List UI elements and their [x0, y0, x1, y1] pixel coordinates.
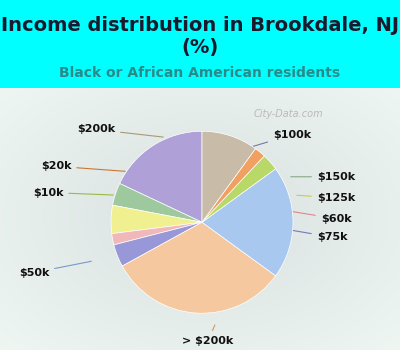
Wedge shape [202, 169, 293, 276]
Text: $60k: $60k [291, 211, 351, 224]
Text: > $200k: > $200k [182, 325, 234, 346]
Wedge shape [202, 149, 264, 222]
Wedge shape [112, 222, 202, 245]
Text: $75k: $75k [281, 229, 347, 242]
Text: $200k: $200k [77, 125, 163, 137]
Wedge shape [120, 131, 202, 222]
Wedge shape [122, 222, 276, 313]
Text: Income distribution in Brookdale, NJ
(%): Income distribution in Brookdale, NJ (%) [1, 16, 399, 57]
Text: Black or African American residents: Black or African American residents [60, 66, 340, 80]
Wedge shape [202, 131, 256, 222]
Text: $50k: $50k [19, 261, 91, 278]
Wedge shape [113, 183, 202, 222]
Wedge shape [202, 156, 276, 222]
Wedge shape [111, 205, 202, 234]
Text: $20k: $20k [41, 161, 125, 171]
Text: City-Data.com: City-Data.com [253, 109, 323, 119]
Text: $10k: $10k [33, 188, 113, 197]
Text: $125k: $125k [297, 193, 355, 203]
Text: $150k: $150k [291, 172, 355, 182]
Wedge shape [114, 222, 202, 266]
Text: $100k: $100k [251, 130, 311, 147]
